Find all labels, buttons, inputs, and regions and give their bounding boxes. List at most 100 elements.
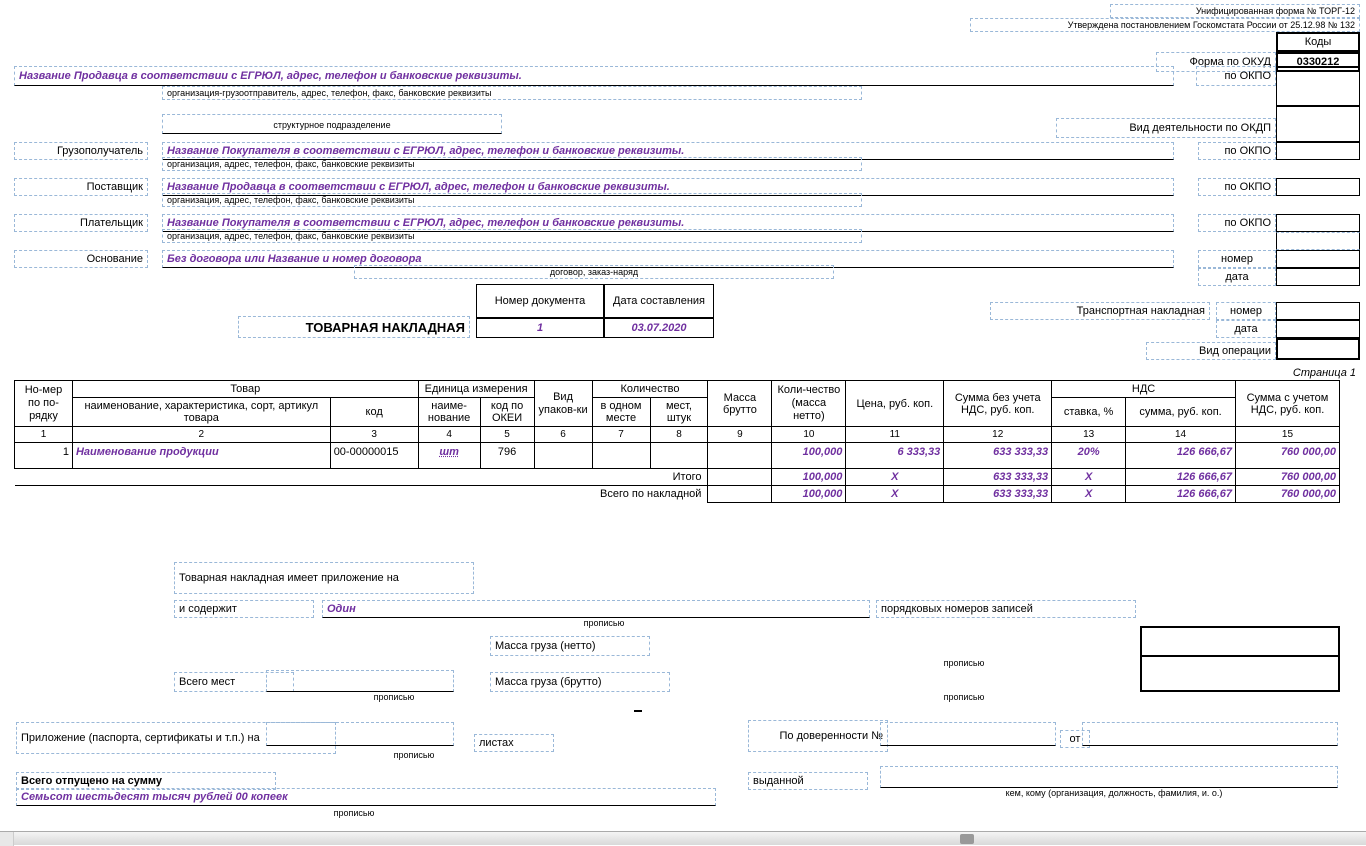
cell-mb [708,443,772,469]
th-vat: НДС [1052,381,1236,398]
consignee-sub: организация, адрес, телефон, факс, банко… [162,157,862,171]
prop-3: прописью [354,690,434,704]
th-qty-pl: мест, штук [650,398,708,427]
cell-qin [592,443,650,469]
scrollbar-thumb[interactable] [960,834,974,844]
consignee-okpo-label: по ОКПО [1198,142,1276,160]
basis-label: Основание [14,250,148,268]
doverennost-num [880,722,1056,746]
itogo-label: Итого [15,469,708,486]
contains-suffix: порядковых номеров записей [876,600,1136,618]
cell-qpl [650,443,708,469]
seller-value: Название Продавца в соответствии с ЕГРЮЛ… [14,66,1174,86]
basis-nomer-value [1276,250,1360,268]
cell-code: 00-00000015 [330,443,418,469]
prop-5: прописью [374,748,454,762]
supplier-okpo-label: по ОКПО [1198,178,1276,196]
app-value [266,722,454,746]
table-row: 1 Наименование продукции 00-00000015 шт … [15,443,1340,469]
scrollbar[interactable] [0,831,1366,845]
cell-qnet: 100,000 [772,443,846,469]
cell-vatrate: 20% [1052,443,1126,469]
mass-netto-label: Масса груза (нетто) [490,636,650,656]
has-app-label: Товарная накладная имеет приложение на [174,562,474,594]
prop-6: прописью [314,806,394,820]
totals-vsego: Всего по накладной 100,000 X 633 333,33 … [15,486,1340,503]
docdate-value: 03.07.2020 [604,318,714,338]
vsego-label: Всего по накладной [15,486,708,503]
th-sumnovat: Сумма без учета НДС, руб. коп. [944,381,1052,427]
vydannoy-value [880,766,1338,788]
cell-price: 6 333,33 [846,443,944,469]
prop-1: прописью [554,616,654,630]
contains-label: и содержит [174,600,314,618]
page-label: Страница 1 [1260,366,1360,380]
okdp-value [1276,106,1360,142]
th-price: Цена, руб. коп. [846,381,944,427]
th-num: Но-мер по по-рядку [15,381,73,427]
supplier-label: Поставщик [14,178,148,196]
supplier-okpo-value [1276,178,1360,196]
consignee-okpo-value [1276,142,1360,160]
cell-okei: 796 [480,443,534,469]
okdp-label: Вид деятельности по ОКДП [1056,118,1276,138]
vydannoy-label: выданной [748,772,868,790]
th-unit-name: наиме-нование [418,398,480,427]
scrollbar-corner [0,832,14,846]
cell-num: 1 [15,443,73,469]
th-vat-rate: ставка, % [1052,398,1126,427]
cell-pack [534,443,592,469]
total-value: Семьсот шестьдесят тысяч рублей 00 копее… [16,788,716,806]
th-sumvat: Сумма с учетом НДС, руб. коп. [1235,381,1339,427]
trans-date-label: дата [1216,320,1276,338]
vid-op-label: Вид операции [1146,342,1276,360]
basis-sub: договор, заказ-наряд [354,265,834,279]
th-goods-name: наименование, характеристика, сорт, арти… [72,398,330,427]
mass-brutto-value [1140,656,1340,692]
th-qtynet: Коли-чество (масса нетто) [772,381,846,427]
vid-op-value [1276,338,1360,360]
seller-okpo-value [1276,66,1360,106]
th-goods-code: код [330,398,418,427]
column-numbers: 123 456 789 101112 131415 [15,427,1340,443]
prop-4: прописью [924,690,1004,704]
separator-bar [634,710,642,712]
payer-sub: организация, адрес, телефон, факс, банко… [162,229,862,243]
form-title-1: Унифицированная форма № ТОРГ-12 [1110,4,1360,18]
trans-date-value [1276,320,1360,338]
th-qty-in: в одном месте [592,398,650,427]
consignee-label: Грузополучатель [14,142,148,160]
cell-sumnovat: 633 333,33 [944,443,1052,469]
cell-unit: шт [418,443,480,469]
basis-nomer-label: номер [1198,250,1276,268]
mass-brutto-label: Масса груза (брутто) [490,672,670,692]
vsego-mest-value [266,670,454,692]
document-title: ТОВАРНАЯ НАКЛАДНАЯ [238,316,470,338]
cell-vatsum: 126 666,67 [1126,443,1236,469]
trans-label: Транспортная накладная [990,302,1210,320]
items-table: Но-мер по по-рядку Товар Единица измерен… [14,380,1340,503]
totals-itogo: Итого 100,000 X 633 333,33 X 126 666,67 … [15,469,1340,486]
payer-okpo-value [1276,214,1360,232]
doverennost-label: По доверенности № [748,720,888,752]
vydannoy-sub: кем, кому (организация, должность, фамил… [914,786,1314,800]
payer-label: Плательщик [14,214,148,232]
docnum-value: 1 [476,318,604,338]
th-qty: Количество [592,381,708,398]
form-title-2: Утверждена постановлением Госкомстата Ро… [970,18,1360,32]
cell-name: Наименование продукции [72,443,330,469]
th-unit: Единица измерения [418,381,534,398]
docnum-header: Номер документа [476,284,604,318]
cell-sumvat: 760 000,00 [1235,443,1339,469]
seller-okpo-label: по ОКПО [1196,66,1276,86]
doverennost-date [1082,722,1338,746]
payer-okpo-label: по ОКПО [1198,214,1276,232]
th-vat-sum: сумма, руб. коп. [1126,398,1236,427]
docdate-header: Дата составления [604,284,714,318]
basis-date-value [1276,268,1360,286]
codes-header: Коды [1276,32,1360,52]
th-pack: Вид упаков-ки [534,381,592,427]
supplier-sub: организация, адрес, телефон, факс, банко… [162,193,862,207]
struct-sub: структурное подразделение [232,118,432,132]
mass-netto-value [1140,626,1340,656]
